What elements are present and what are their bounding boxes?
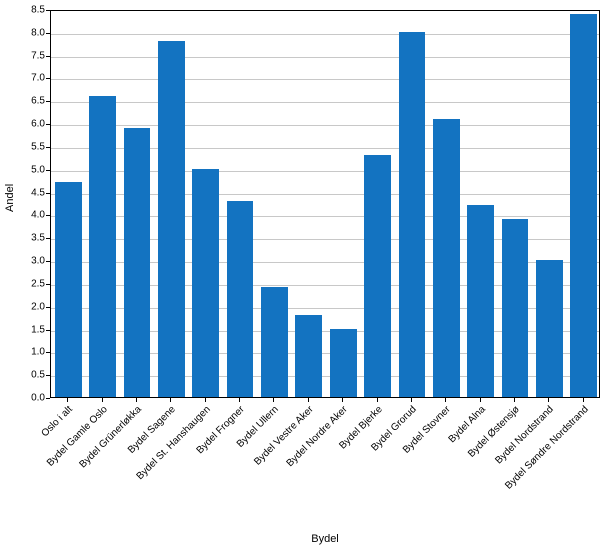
y-tick-label: 0.0 bbox=[31, 393, 45, 404]
bar bbox=[89, 96, 116, 397]
y-tick-label: 1.0 bbox=[31, 347, 45, 358]
bar bbox=[124, 128, 151, 397]
grid-line bbox=[51, 125, 599, 126]
y-tick-label: 4.0 bbox=[31, 210, 45, 221]
x-tick-mark bbox=[377, 398, 378, 402]
bar bbox=[158, 41, 185, 397]
y-tick-label: 2.5 bbox=[31, 278, 45, 289]
x-tick-mark bbox=[411, 398, 412, 402]
y-tick-label: 6.5 bbox=[31, 96, 45, 107]
y-tick-label: 1.5 bbox=[31, 324, 45, 335]
x-tick-mark bbox=[445, 398, 446, 402]
x-tick-mark bbox=[170, 398, 171, 402]
grid-line bbox=[51, 57, 599, 58]
x-tick-mark bbox=[67, 398, 68, 402]
y-tick-label: 5.5 bbox=[31, 141, 45, 152]
bar bbox=[227, 201, 254, 397]
x-tick-mark bbox=[205, 398, 206, 402]
grid-line bbox=[51, 34, 599, 35]
bar bbox=[261, 287, 288, 397]
y-tick-label: 2.0 bbox=[31, 301, 45, 312]
x-tick-mark bbox=[239, 398, 240, 402]
y-tick-label: 4.5 bbox=[31, 187, 45, 198]
x-tick-mark bbox=[136, 398, 137, 402]
x-tick-mark bbox=[583, 398, 584, 402]
y-tick-label: 3.0 bbox=[31, 256, 45, 267]
bar bbox=[55, 182, 82, 397]
x-tick-mark bbox=[480, 398, 481, 402]
x-tick-mark bbox=[273, 398, 274, 402]
y-tick-label: 5.0 bbox=[31, 164, 45, 175]
x-axis-title: Bydel bbox=[50, 533, 600, 545]
bar bbox=[330, 329, 357, 397]
x-tick-mark bbox=[514, 398, 515, 402]
y-tick-label: 6.0 bbox=[31, 119, 45, 130]
bar bbox=[570, 14, 597, 397]
x-tick-mark bbox=[308, 398, 309, 402]
y-tick-label: 0.5 bbox=[31, 370, 45, 381]
y-tick-label: 7.5 bbox=[31, 50, 45, 61]
grid-line bbox=[51, 102, 599, 103]
bar-chart: 0.0 0.5 1.0 1.5 2.0 2.5 3.0 3.5 4.0 4.5 5.0 5.5 6.0 6… bbox=[0, 0, 610, 553]
bar bbox=[295, 315, 322, 397]
y-tick-label: 8.5 bbox=[31, 5, 45, 16]
grid-line bbox=[51, 79, 599, 80]
bar bbox=[433, 119, 460, 397]
plot-area bbox=[50, 10, 600, 398]
x-tick-mark bbox=[548, 398, 549, 402]
bar bbox=[364, 155, 391, 397]
y-tick-label: 8.0 bbox=[31, 27, 45, 38]
bar bbox=[192, 169, 219, 397]
y-tick-label: 7.0 bbox=[31, 73, 45, 84]
y-tick-mark bbox=[46, 398, 50, 399]
bar bbox=[467, 205, 494, 397]
bar bbox=[502, 219, 529, 397]
y-tick-label: 3.5 bbox=[31, 233, 45, 244]
x-tick-mark bbox=[102, 398, 103, 402]
x-tick-mark bbox=[342, 398, 343, 402]
bar bbox=[399, 32, 426, 397]
y-axis-title: Andel bbox=[4, 192, 16, 212]
bar bbox=[536, 260, 563, 397]
